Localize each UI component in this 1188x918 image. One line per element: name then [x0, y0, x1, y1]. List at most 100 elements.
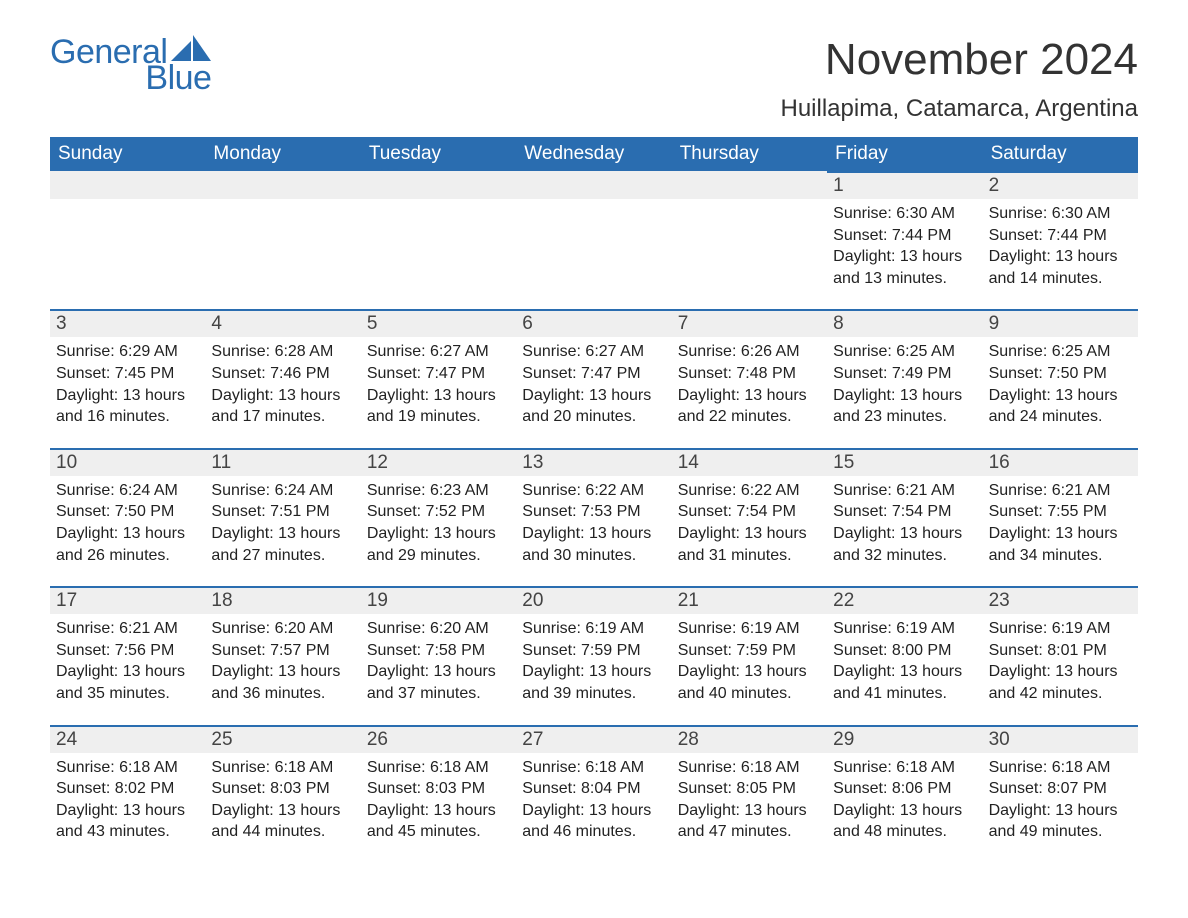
day-details: Sunrise: 6:23 AMSunset: 7:52 PMDaylight:… [361, 476, 516, 568]
day-details: Sunrise: 6:27 AMSunset: 7:47 PMDaylight:… [361, 337, 516, 429]
weekday-header: Wednesday [516, 137, 671, 171]
daylight-line: Daylight: 13 hours and 48 minutes. [833, 800, 976, 843]
day-details: Sunrise: 6:27 AMSunset: 7:47 PMDaylight:… [516, 337, 671, 429]
empty-cell [516, 171, 671, 291]
sunset-line: Sunset: 8:07 PM [989, 778, 1132, 800]
sunrise-line: Sunrise: 6:21 AM [56, 618, 199, 640]
sunset-line: Sunset: 7:44 PM [833, 225, 976, 247]
weekday-header: Sunday [50, 137, 205, 171]
day-details: Sunrise: 6:21 AMSunset: 7:54 PMDaylight:… [827, 476, 982, 568]
daylight-line: Daylight: 13 hours and 32 minutes. [833, 523, 976, 566]
day-number: 11 [205, 450, 360, 476]
day-number: 16 [983, 450, 1138, 476]
day-number: 26 [361, 727, 516, 753]
day-number: 7 [672, 311, 827, 337]
daylight-line: Daylight: 13 hours and 26 minutes. [56, 523, 199, 566]
daylight-line: Daylight: 13 hours and 24 minutes. [989, 385, 1132, 428]
daylight-line: Daylight: 13 hours and 36 minutes. [211, 661, 354, 704]
sunrise-line: Sunrise: 6:27 AM [522, 341, 665, 363]
daylight-line: Daylight: 13 hours and 40 minutes. [678, 661, 821, 704]
day-number: 19 [361, 588, 516, 614]
day-number: 28 [672, 727, 827, 753]
day-cell: 5Sunrise: 6:27 AMSunset: 7:47 PMDaylight… [361, 309, 516, 429]
sunset-line: Sunset: 7:46 PM [211, 363, 354, 385]
day-cell: 16Sunrise: 6:21 AMSunset: 7:55 PMDayligh… [983, 448, 1138, 568]
day-cell: 1Sunrise: 6:30 AMSunset: 7:44 PMDaylight… [827, 171, 982, 291]
day-cell: 26Sunrise: 6:18 AMSunset: 8:03 PMDayligh… [361, 725, 516, 845]
day-details: Sunrise: 6:19 AMSunset: 8:00 PMDaylight:… [827, 614, 982, 706]
weekday-header: Thursday [672, 137, 827, 171]
sunrise-line: Sunrise: 6:19 AM [522, 618, 665, 640]
daylight-line: Daylight: 13 hours and 13 minutes. [833, 246, 976, 289]
sunset-line: Sunset: 7:57 PM [211, 640, 354, 662]
sunrise-line: Sunrise: 6:28 AM [211, 341, 354, 363]
sunset-line: Sunset: 8:04 PM [522, 778, 665, 800]
sunrise-line: Sunrise: 6:18 AM [833, 757, 976, 779]
sunset-line: Sunset: 7:48 PM [678, 363, 821, 385]
sunrise-line: Sunrise: 6:21 AM [989, 480, 1132, 502]
daylight-line: Daylight: 13 hours and 45 minutes. [367, 800, 510, 843]
daylight-line: Daylight: 13 hours and 22 minutes. [678, 385, 821, 428]
sunrise-line: Sunrise: 6:19 AM [678, 618, 821, 640]
daylight-line: Daylight: 13 hours and 20 minutes. [522, 385, 665, 428]
sunrise-line: Sunrise: 6:30 AM [989, 203, 1132, 225]
sunset-line: Sunset: 7:53 PM [522, 501, 665, 523]
week-row: 24 Sunrise: 6:18 AM Sunset: 8:02 PM Dayligh… [50, 725, 1138, 845]
daylight-line: Daylight: 13 hours and 19 minutes. [367, 385, 510, 428]
day-cell: 17Sunrise: 6:21 AMSunset: 7:56 PMDayligh… [50, 586, 205, 706]
day-details: Sunrise: 6:24 AMSunset: 7:51 PMDaylight:… [205, 476, 360, 568]
sunset-line: Sunset: 8:01 PM [989, 640, 1132, 662]
sunset-line: Sunset: 8:06 PM [833, 778, 976, 800]
weekday-header: Tuesday [361, 137, 516, 171]
day-cell: 8Sunrise: 6:25 AMSunset: 7:49 PMDaylight… [827, 309, 982, 429]
daylight-line: Daylight: 13 hours and 49 minutes. [989, 800, 1132, 843]
week-row: 3Sunrise: 6:29 AMSunset: 7:45 PMDaylight… [50, 309, 1138, 429]
logo: General Blue [50, 35, 211, 95]
sunset-line: Sunset: 7:56 PM [56, 640, 199, 662]
day-number: 8 [827, 311, 982, 337]
day-details: Sunrise: 6:26 AMSunset: 7:48 PMDaylight:… [672, 337, 827, 429]
day-cell: 24Sunrise: 6:18 AMSunset: 8:02 PMDayligh… [50, 725, 205, 845]
sunset-line: Sunset: 8:02 PM [56, 778, 199, 800]
day-details: Sunrise: 6:18 AMSunset: 8:03 PMDaylight:… [205, 753, 360, 845]
sunrise-line: Sunrise: 6:20 AM [211, 618, 354, 640]
day-details: Sunrise: 6:18 AMSunset: 8:07 PMDaylight:… [983, 753, 1138, 845]
daylight-line: Daylight: 13 hours and 23 minutes. [833, 385, 976, 428]
day-cell: 18Sunrise: 6:20 AMSunset: 7:57 PMDayligh… [205, 586, 360, 706]
calendar-body: 1Sunrise: 6:30 AMSunset: 7:44 PMDaylight… [50, 171, 1138, 845]
sunset-line: Sunset: 7:52 PM [367, 501, 510, 523]
day-cell: 14Sunrise: 6:22 AMSunset: 7:54 PMDayligh… [672, 448, 827, 568]
day-number: 2 [983, 173, 1138, 199]
day-cell: 29Sunrise: 6:18 AMSunset: 8:06 PMDayligh… [827, 725, 982, 845]
sunrise-line: Sunrise: 6:30 AM [833, 203, 976, 225]
day-number: 27 [516, 727, 671, 753]
sunset-line: Sunset: 8:00 PM [833, 640, 976, 662]
daylight-line: Daylight: 13 hours and 46 minutes. [522, 800, 665, 843]
day-cell: 20Sunrise: 6:19 AMSunset: 7:59 PMDayligh… [516, 586, 671, 706]
week-row: 1Sunrise: 6:30 AMSunset: 7:44 PMDaylight… [50, 171, 1138, 291]
empty-cell [672, 171, 827, 291]
day-number: 25 [205, 727, 360, 753]
sunrise-line: Sunrise: 6:22 AM [522, 480, 665, 502]
day-cell: 30Sunrise: 6:18 AMSunset: 8:07 PMDayligh… [983, 725, 1138, 845]
sunrise-line: Sunrise: 6:24 AM [211, 480, 354, 502]
header: General Blue November 2024 Huillapima, C… [50, 35, 1138, 123]
sunrise-line: Sunrise: 6:18 AM [678, 757, 821, 779]
sunset-line: Sunset: 8:03 PM [211, 778, 354, 800]
sunset-line: Sunset: 7:55 PM [989, 501, 1132, 523]
daylight-line: Daylight: 13 hours and 31 minutes. [678, 523, 821, 566]
daylight-line: Daylight: 13 hours and 27 minutes. [211, 523, 354, 566]
daylight-line: Daylight: 13 hours and 47 minutes. [678, 800, 821, 843]
day-cell: 2Sunrise: 6:30 AMSunset: 7:44 PMDaylight… [983, 171, 1138, 291]
sunrise-line: Sunrise: 6:18 AM [522, 757, 665, 779]
day-number: 24 [50, 727, 205, 753]
sunset-line: Sunset: 7:49 PM [833, 363, 976, 385]
day-details: Sunrise: 6:22 AMSunset: 7:54 PMDaylight:… [672, 476, 827, 568]
sunset-line: Sunset: 7:51 PM [211, 501, 354, 523]
sunrise-line: Sunrise: 6:18 AM [367, 757, 510, 779]
day-details: Sunrise: 6:18 AMSunset: 8:03 PMDaylight:… [361, 753, 516, 845]
day-cell: 19Sunrise: 6:20 AMSunset: 7:58 PMDayligh… [361, 586, 516, 706]
sunset-line: Sunset: 7:45 PM [56, 363, 199, 385]
day-details: Sunrise: 6:29 AMSunset: 7:45 PMDaylight:… [50, 337, 205, 429]
daylight-line: Daylight: 13 hours and 44 minutes. [211, 800, 354, 843]
